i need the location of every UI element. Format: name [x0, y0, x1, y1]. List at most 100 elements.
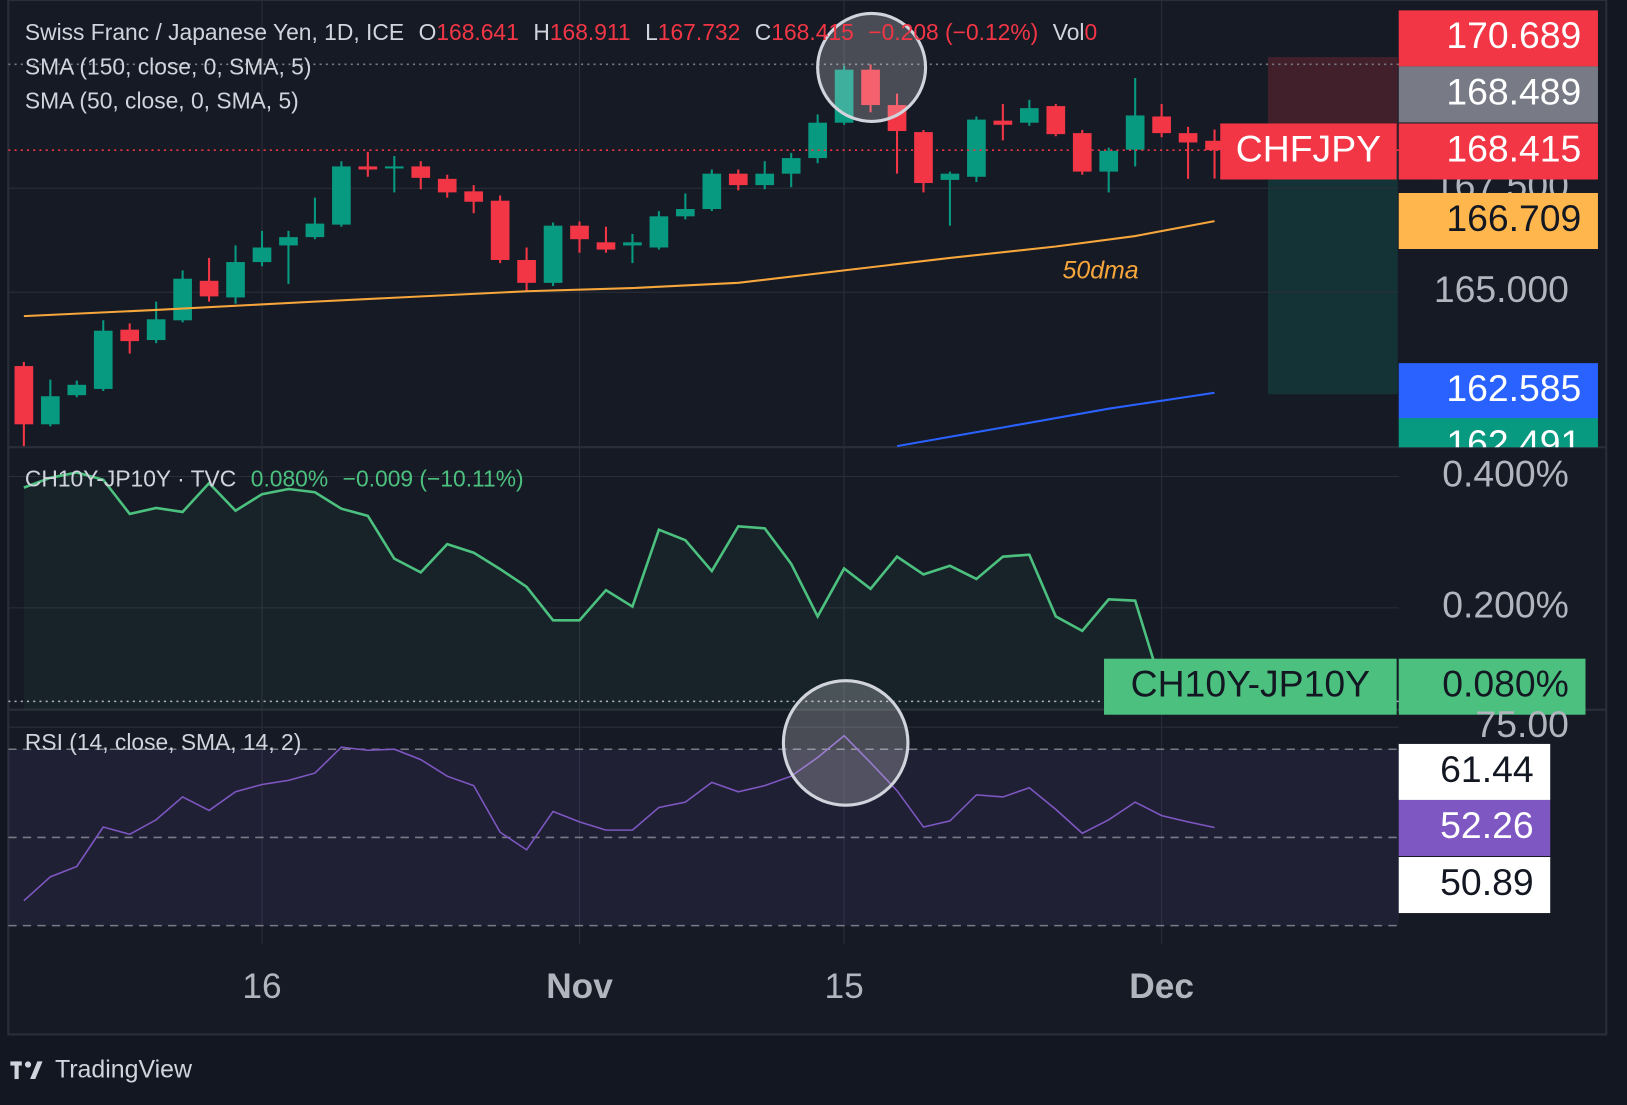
x-tick-label: 15	[824, 967, 863, 1006]
legend-label: Vol	[1053, 19, 1085, 45]
candle-body	[914, 132, 933, 184]
logo	[10, 1061, 43, 1080]
legend-title: Swiss Franc / Japanese Yen, 1D, ICE	[25, 19, 404, 45]
position-target-zone	[1267, 150, 1398, 395]
candle-body	[199, 280, 219, 297]
candle-body	[173, 278, 192, 321]
candle-body	[226, 262, 245, 298]
price-tag-label: 168.415	[1446, 127, 1581, 169]
symbol-tag	[1220, 123, 1397, 180]
symbol-tag-label: CHFJPY	[1236, 127, 1381, 169]
candle-body	[93, 330, 113, 389]
legend-change: −0.208 (−0.12%)	[868, 19, 1038, 45]
y-tick-label: 0.200%	[1442, 584, 1569, 626]
price-tag-label: 168.489	[1446, 70, 1581, 112]
y-tick-label: 165.000	[1434, 268, 1569, 310]
price-tag	[1398, 418, 1598, 448]
x-tick-label: 16	[242, 967, 281, 1006]
candle-body	[1046, 106, 1066, 135]
legend-value: 168.415	[771, 19, 853, 45]
price-tag-label: 52.26	[1440, 804, 1533, 846]
price-tag	[1398, 66, 1598, 123]
candle-body	[967, 119, 986, 177]
candle-body	[384, 166, 404, 169]
price-tag-label: 162.585	[1446, 367, 1581, 409]
legend-value: 167.732	[658, 19, 740, 45]
candle-body	[67, 384, 87, 396]
legend-value: 168.911	[550, 19, 631, 45]
candle-body	[1178, 133, 1198, 143]
candle-body	[411, 166, 431, 178]
legend-label: C	[755, 19, 771, 45]
price-tag-label: 166.709	[1446, 197, 1581, 239]
indicator-legend: SMA (50, close, 0, SMA, 5)	[25, 88, 299, 114]
candle-body	[808, 122, 827, 159]
candle-body	[279, 237, 298, 246]
line-area	[23, 472, 1162, 710]
brand-name: TradingView	[55, 1055, 193, 1083]
candle-body	[1152, 116, 1171, 134]
price-tags: 61.44 52.26 50.89	[1398, 743, 1551, 914]
candle-body	[14, 366, 34, 425]
candle-body	[305, 223, 325, 238]
indicator-legend: SMA (150, close, 0, SMA, 5)	[25, 54, 312, 80]
x-tick-label: Dec	[1129, 967, 1194, 1006]
annotation: 50dma	[1063, 256, 1139, 284]
price-tag	[1398, 192, 1598, 250]
candle-body	[40, 396, 60, 425]
candle-body	[358, 166, 378, 170]
candle-body	[1099, 150, 1119, 172]
pane	[8, 734, 1399, 927]
candle-body	[676, 209, 695, 217]
series-line	[23, 734, 1215, 902]
candle-body	[623, 242, 642, 246]
price-legend: Swiss Franc / Japanese Yen, 1D, ICE O168.…	[25, 19, 1097, 45]
price-tag	[1398, 857, 1551, 914]
legend-change: −0.009 (−10.11%)	[343, 465, 524, 491]
candle-body	[437, 178, 457, 193]
price-tag-label: 162.491	[1446, 422, 1581, 464]
candle-body	[781, 158, 801, 174]
candle-body	[1019, 108, 1039, 123]
candle-body	[861, 69, 880, 106]
candle-body	[755, 173, 775, 186]
candle-body	[464, 191, 484, 202]
price-tag-label: 50.89	[1440, 861, 1533, 903]
pane	[8, 63, 1399, 448]
candle-body	[702, 173, 722, 210]
moving-average-line	[23, 220, 1215, 318]
price-tags: 170.689 168.489 168.415 CHFJPY 166.709 162.58…	[1220, 10, 1598, 464]
candle-body	[490, 200, 510, 260]
symbol-tag-label: CH10Y-JP10Y	[1131, 663, 1371, 705]
highlight-circle	[816, 11, 928, 123]
candle-body	[252, 247, 272, 263]
candle-body	[517, 259, 536, 283]
candle-body	[940, 173, 960, 180]
y-tick-label: 75.00	[1475, 703, 1568, 745]
price-tag	[1398, 10, 1598, 67]
price-tag	[1398, 799, 1551, 856]
legend-value: 0	[1085, 19, 1098, 45]
candle-body	[332, 166, 351, 225]
price-tag	[1398, 123, 1598, 180]
legend-label: H	[533, 19, 549, 45]
series-line	[23, 471, 1163, 688]
y-tick-label: 0.400%	[1442, 452, 1569, 494]
candle-body	[649, 216, 669, 248]
price-tag	[1398, 658, 1586, 715]
price-tag-label: 0.080%	[1442, 663, 1569, 705]
candle-body	[596, 242, 616, 250]
symbol-tag	[1104, 658, 1397, 715]
candle-body	[146, 319, 166, 341]
candle-body	[120, 329, 140, 342]
x-tick-label: Nov	[546, 967, 613, 1006]
legend-label: O	[419, 19, 437, 45]
price-tag	[1398, 743, 1551, 800]
indicator-legend: RSI (14, close, SMA, 14, 2)	[25, 729, 301, 755]
legend-value: 168.641	[436, 19, 518, 45]
candle-body	[1072, 133, 1092, 172]
legend-title: CH10Y-JP10Y · TVC	[25, 465, 236, 491]
rsi-band-fill	[8, 749, 1399, 926]
